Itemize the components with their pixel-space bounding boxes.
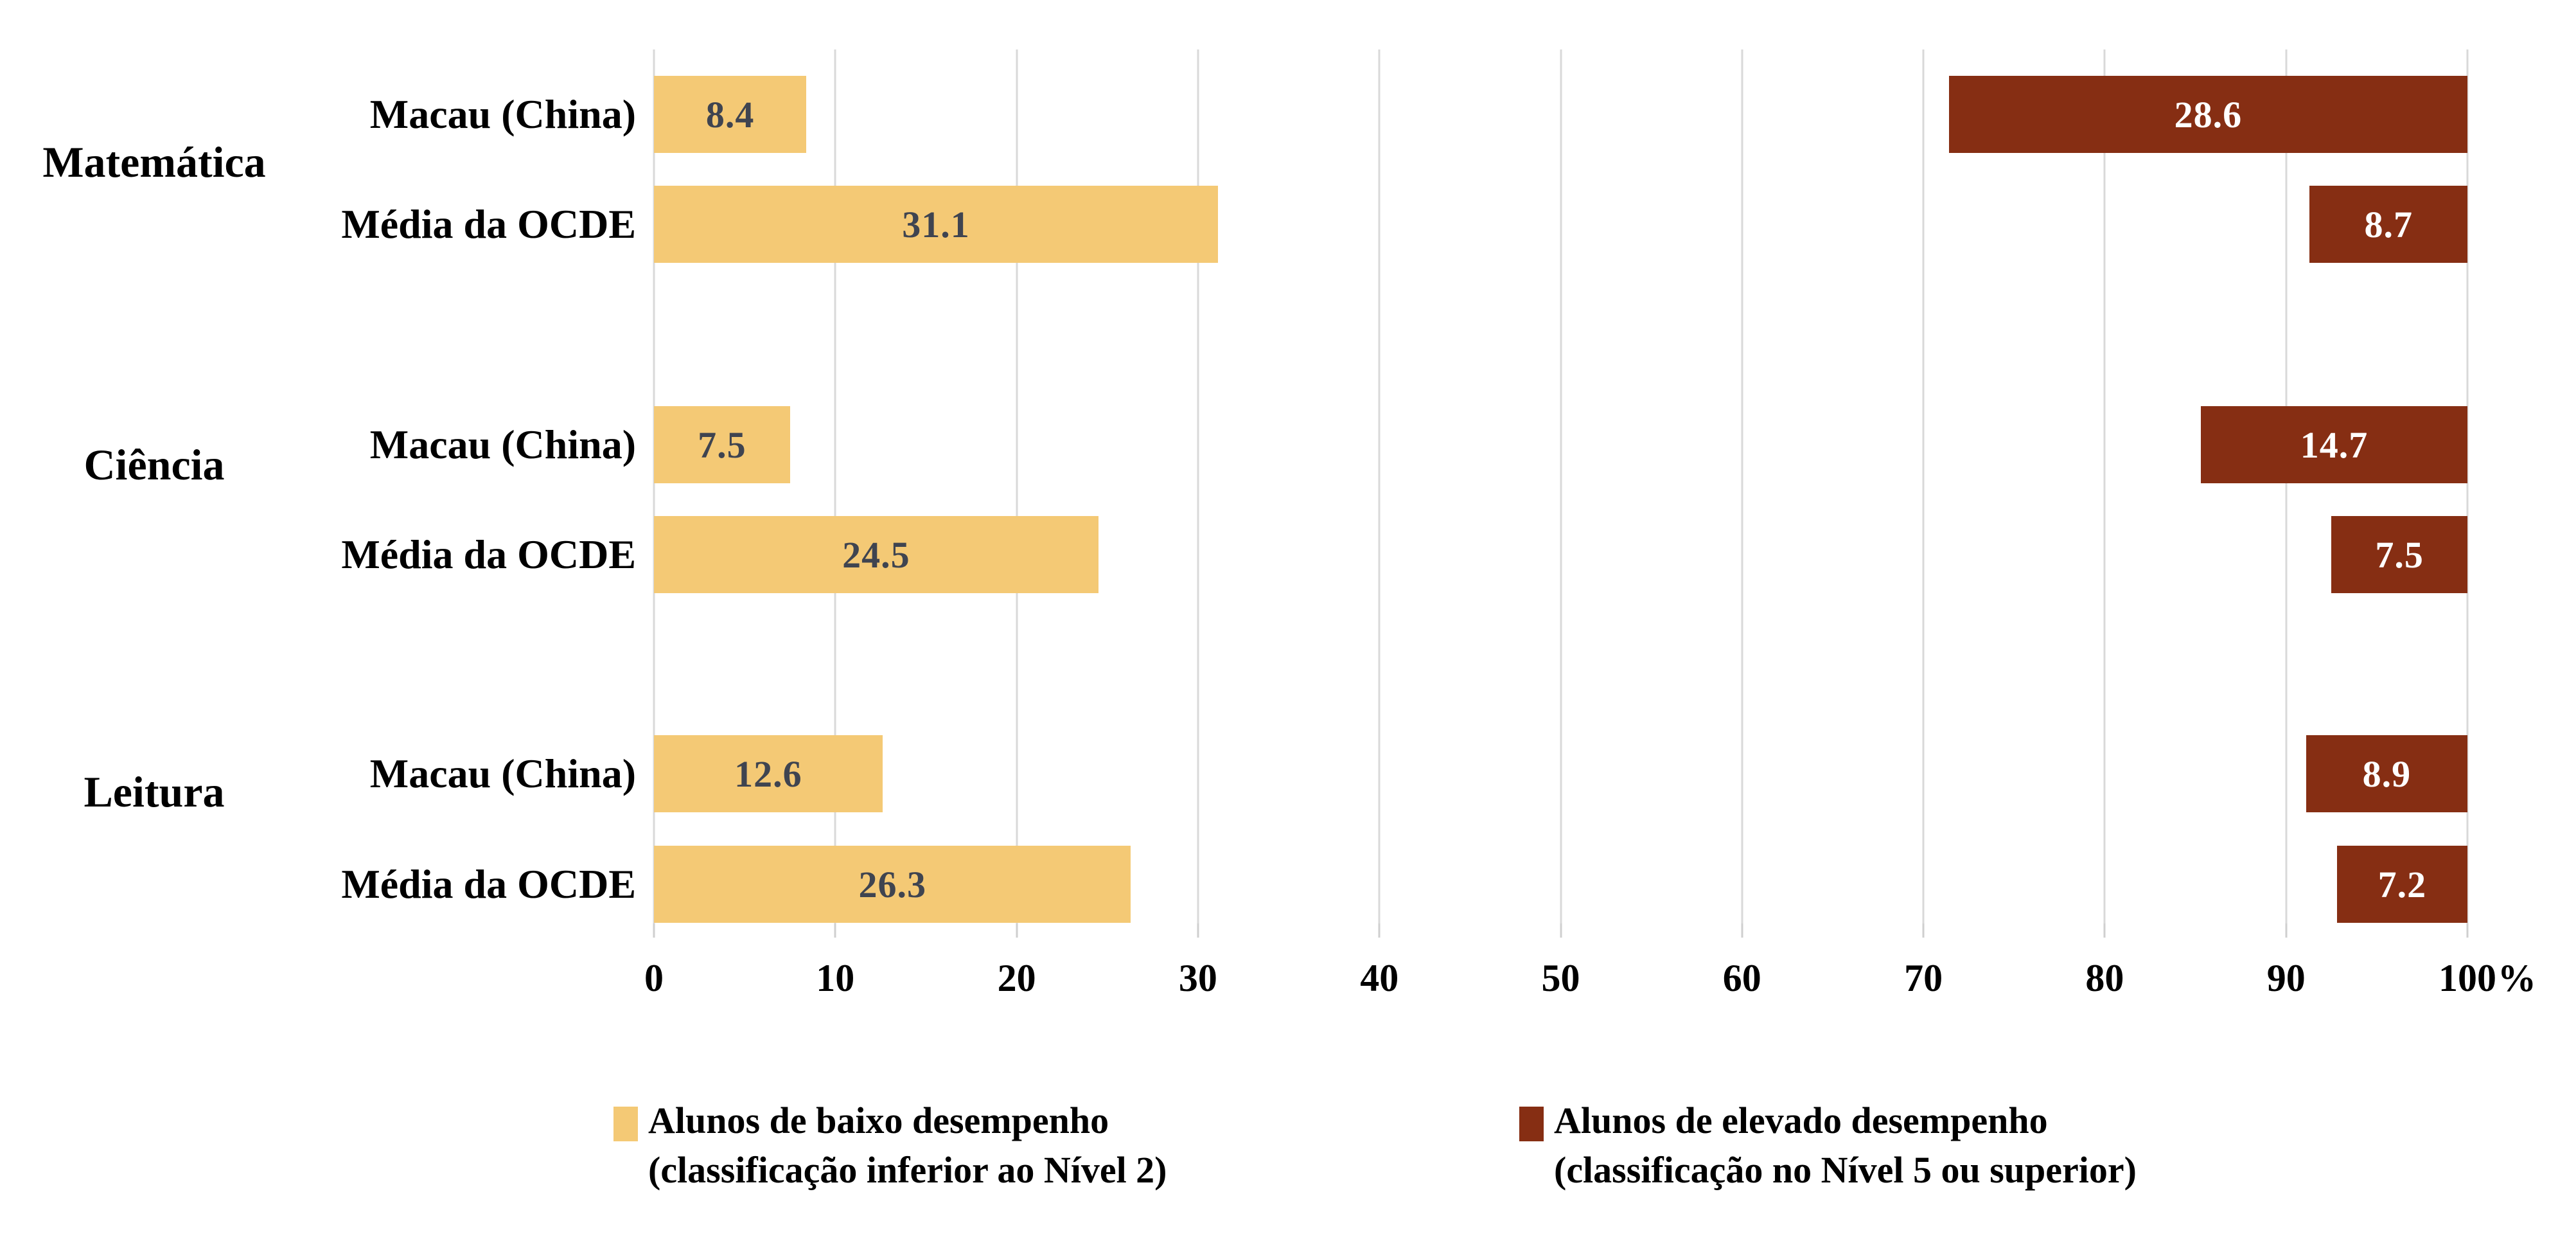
axis-tick-mark [2285, 923, 2288, 938]
axis-tick-mark [2103, 923, 2106, 938]
axis-tick-mark [1741, 923, 1743, 938]
plot-area: 8.4 28.6 31.1 8.7 7.5 14.7 24.5 7.5 12.6 8.9 26.3 7… [653, 49, 2469, 938]
bar-low-performers: 12.6 [654, 735, 883, 812]
legend-label-high: Alunos de elevado desempenho (classifica… [1554, 1096, 2137, 1195]
row-label: Macau (China) [369, 91, 636, 137]
axis-tick-mark [1922, 923, 1925, 938]
gridline [1016, 49, 1018, 923]
x-axis-tick-label: 30 [1178, 957, 1217, 999]
gridline [1197, 49, 1199, 923]
legend-color-swatch-high-icon [1519, 1107, 1544, 1141]
gridline [2103, 49, 2106, 923]
bar-value-label: 31.1 [902, 203, 970, 245]
row-label: Macau (China) [369, 422, 636, 467]
x-axis-tick-label: 20 [997, 957, 1036, 999]
axis-tick-mark [1016, 923, 1018, 938]
bar-value-label: 7.5 [698, 423, 746, 466]
bar-value-label: 24.5 [842, 533, 910, 576]
bar-high-performers: 8.7 [2309, 186, 2467, 263]
x-axis-tick-label: 100 [2439, 957, 2496, 999]
legend-label-high-line1: Alunos de elevado desempenho [1554, 1100, 2048, 1141]
bar-value-label: 28.6 [2174, 93, 2243, 136]
gridline [2466, 49, 2469, 923]
category-label: Matemática [42, 138, 266, 186]
axis-tick-mark [653, 923, 655, 938]
legend-label-low-line2: (classificação inferior ao Nível 2) [648, 1148, 1167, 1191]
x-axis-tick-label: 70 [1904, 957, 1943, 999]
bar-high-performers: 14.7 [2201, 406, 2467, 483]
legend-label-high-line2: (classificação no Nível 5 ou superior) [1554, 1148, 2137, 1191]
bar-low-performers: 26.3 [654, 846, 1131, 923]
x-axis-tick-label: 90 [2266, 957, 2306, 999]
bar-high-performers: 28.6 [1948, 76, 2467, 153]
axis-tick-mark [1378, 923, 1381, 938]
bar-value-label: 26.3 [858, 863, 926, 905]
bar-low-performers: 31.1 [654, 186, 1218, 263]
gridline [1922, 49, 1925, 923]
row-label: Média da OCDE [341, 201, 636, 247]
legend-item-high-performers: Alunos de elevado desempenho (classifica… [1519, 1096, 2137, 1195]
legend-item-low-performers: Alunos de baixo desempenho (classificaçã… [613, 1096, 1167, 1195]
gridline [1741, 49, 1743, 923]
bar-value-label: 14.7 [2300, 423, 2369, 466]
bar-low-performers: 24.5 [654, 516, 1098, 593]
percent-axis-suffix: % [2498, 957, 2536, 999]
gridline [2285, 49, 2288, 923]
bar-value-label: 12.6 [734, 753, 802, 795]
bar-value-label: 8.7 [2364, 203, 2413, 245]
x-axis-tick-label: 50 [1541, 957, 1580, 999]
axis-tick-mark [834, 923, 836, 938]
x-axis-tick-label: 80 [2085, 957, 2124, 999]
legend-color-swatch-low-icon [613, 1107, 638, 1141]
axis-tick-mark [1560, 923, 1562, 938]
axis-tick-mark [2466, 923, 2469, 938]
x-axis-tick-label: 40 [1360, 957, 1399, 999]
category-label: Leitura [84, 767, 225, 816]
row-label: Macau (China) [369, 751, 636, 796]
gridline [1378, 49, 1381, 923]
category-label: Ciência [84, 440, 225, 489]
gridline [1560, 49, 1562, 923]
row-label: Média da OCDE [341, 531, 636, 577]
x-axis-tick-label: 10 [816, 957, 855, 999]
x-axis-tick-label: 0 [644, 957, 664, 999]
bar-high-performers: 7.5 [2331, 516, 2467, 593]
legend-label-low-line1: Alunos de baixo desempenho [648, 1100, 1109, 1141]
bar-high-performers: 7.2 [2336, 846, 2467, 923]
legend-label-low: Alunos de baixo desempenho (classificaçã… [648, 1096, 1167, 1195]
bar-value-label: 7.2 [2378, 863, 2427, 905]
gridline [653, 49, 655, 923]
bar-high-performers: 8.9 [2306, 735, 2467, 812]
gridline [834, 49, 836, 923]
bar-value-label: 8.4 [705, 93, 755, 136]
bar-low-performers: 8.4 [654, 76, 807, 153]
row-label: Média da OCDE [341, 861, 636, 907]
bar-low-performers: 7.5 [654, 406, 790, 483]
bar-value-label: 8.9 [2362, 753, 2412, 795]
bar-value-label: 7.5 [2375, 533, 2424, 576]
x-axis-tick-label: 60 [1722, 957, 1761, 999]
axis-tick-mark [1197, 923, 1199, 938]
